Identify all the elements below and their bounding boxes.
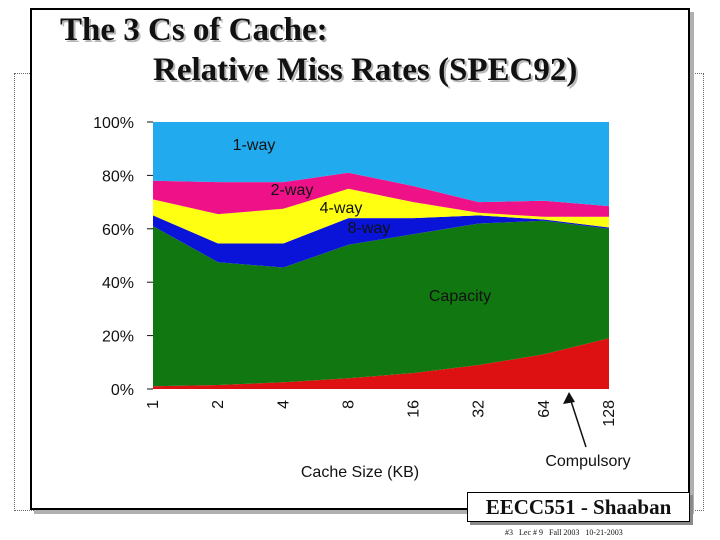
- area-compulsory: [153, 338, 609, 389]
- y-tick-label: 60%: [102, 222, 134, 239]
- area-4-way: [153, 188, 609, 244]
- x-tick-label: 1: [145, 400, 162, 409]
- series-label-1-way: 1-way: [233, 137, 276, 154]
- x-tick-label: 16: [406, 400, 423, 418]
- y-tick-label: 100%: [93, 115, 134, 132]
- x-tick-label: 8: [340, 400, 357, 409]
- area-1-way: [153, 122, 609, 207]
- lecture-meta: #3 Lec # 9 Fall 2003 10-21-2003: [505, 528, 623, 537]
- title-line-2: Relative Miss Rates (SPEC92): [153, 52, 578, 88]
- x-tick-label: 2: [210, 400, 227, 409]
- area-2-way: [153, 172, 609, 217]
- x-tick-label: 4: [275, 400, 292, 409]
- y-tick-label: 0%: [111, 382, 134, 399]
- course-footer: EECC551 - Shaaban: [467, 492, 690, 522]
- x-tick-label: 64: [536, 400, 553, 418]
- y-tick-label: 80%: [102, 168, 134, 185]
- x-axis-title: Cache Size (KB): [301, 464, 419, 481]
- area-8-way: [153, 215, 609, 268]
- series-label-capacity: Capacity: [429, 288, 491, 305]
- series-label-8-way: 8-way: [348, 220, 391, 237]
- compulsory-arrow-line: [569, 397, 587, 448]
- title-line-1: The 3 Cs of Cache:: [60, 12, 328, 48]
- series-label-compulsory: Compulsory: [545, 453, 630, 470]
- series-label-4-way: 4-way: [320, 200, 363, 217]
- compulsory-arrow-head: [563, 392, 575, 404]
- y-tick-label: 40%: [102, 275, 134, 292]
- x-tick-label: 128: [601, 400, 618, 427]
- series-label-2-way: 2-way: [271, 182, 314, 199]
- slide-title: The 3 Cs of Cache: Relative Miss Rates (…: [60, 10, 680, 90]
- x-tick-label: 32: [471, 400, 488, 418]
- course-label: EECC551 - Shaaban: [485, 494, 672, 519]
- area-capacity: [153, 220, 609, 387]
- y-tick-label: 20%: [102, 329, 134, 346]
